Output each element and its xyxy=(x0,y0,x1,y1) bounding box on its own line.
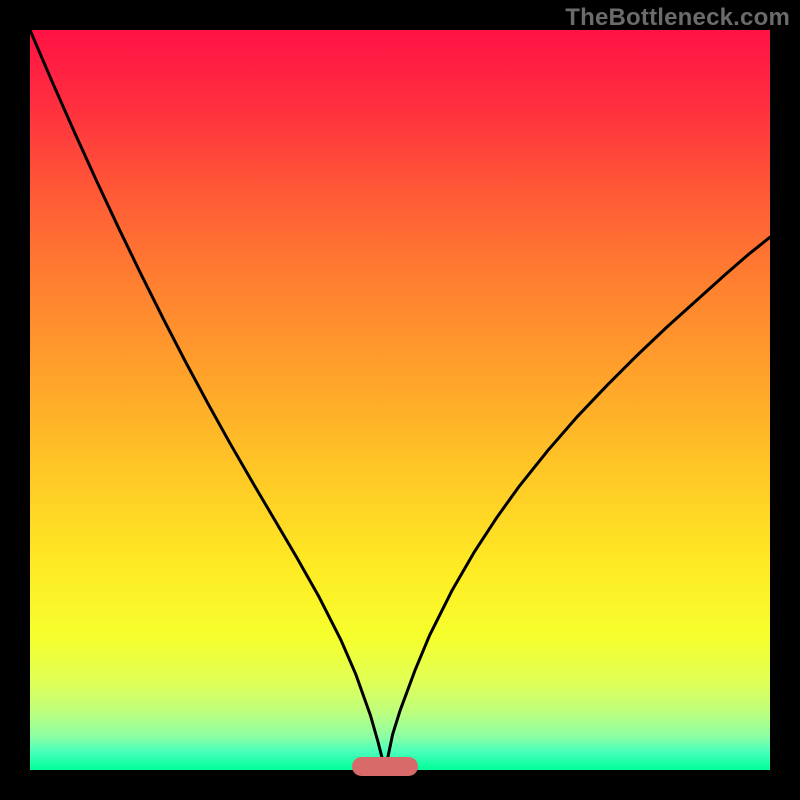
chart-curve-layer xyxy=(30,30,770,770)
watermark-text: TheBottleneck.com xyxy=(565,4,790,32)
bottleneck-chart xyxy=(30,30,770,770)
bottleneck-curve xyxy=(30,30,770,770)
optimal-point-marker xyxy=(352,757,419,776)
